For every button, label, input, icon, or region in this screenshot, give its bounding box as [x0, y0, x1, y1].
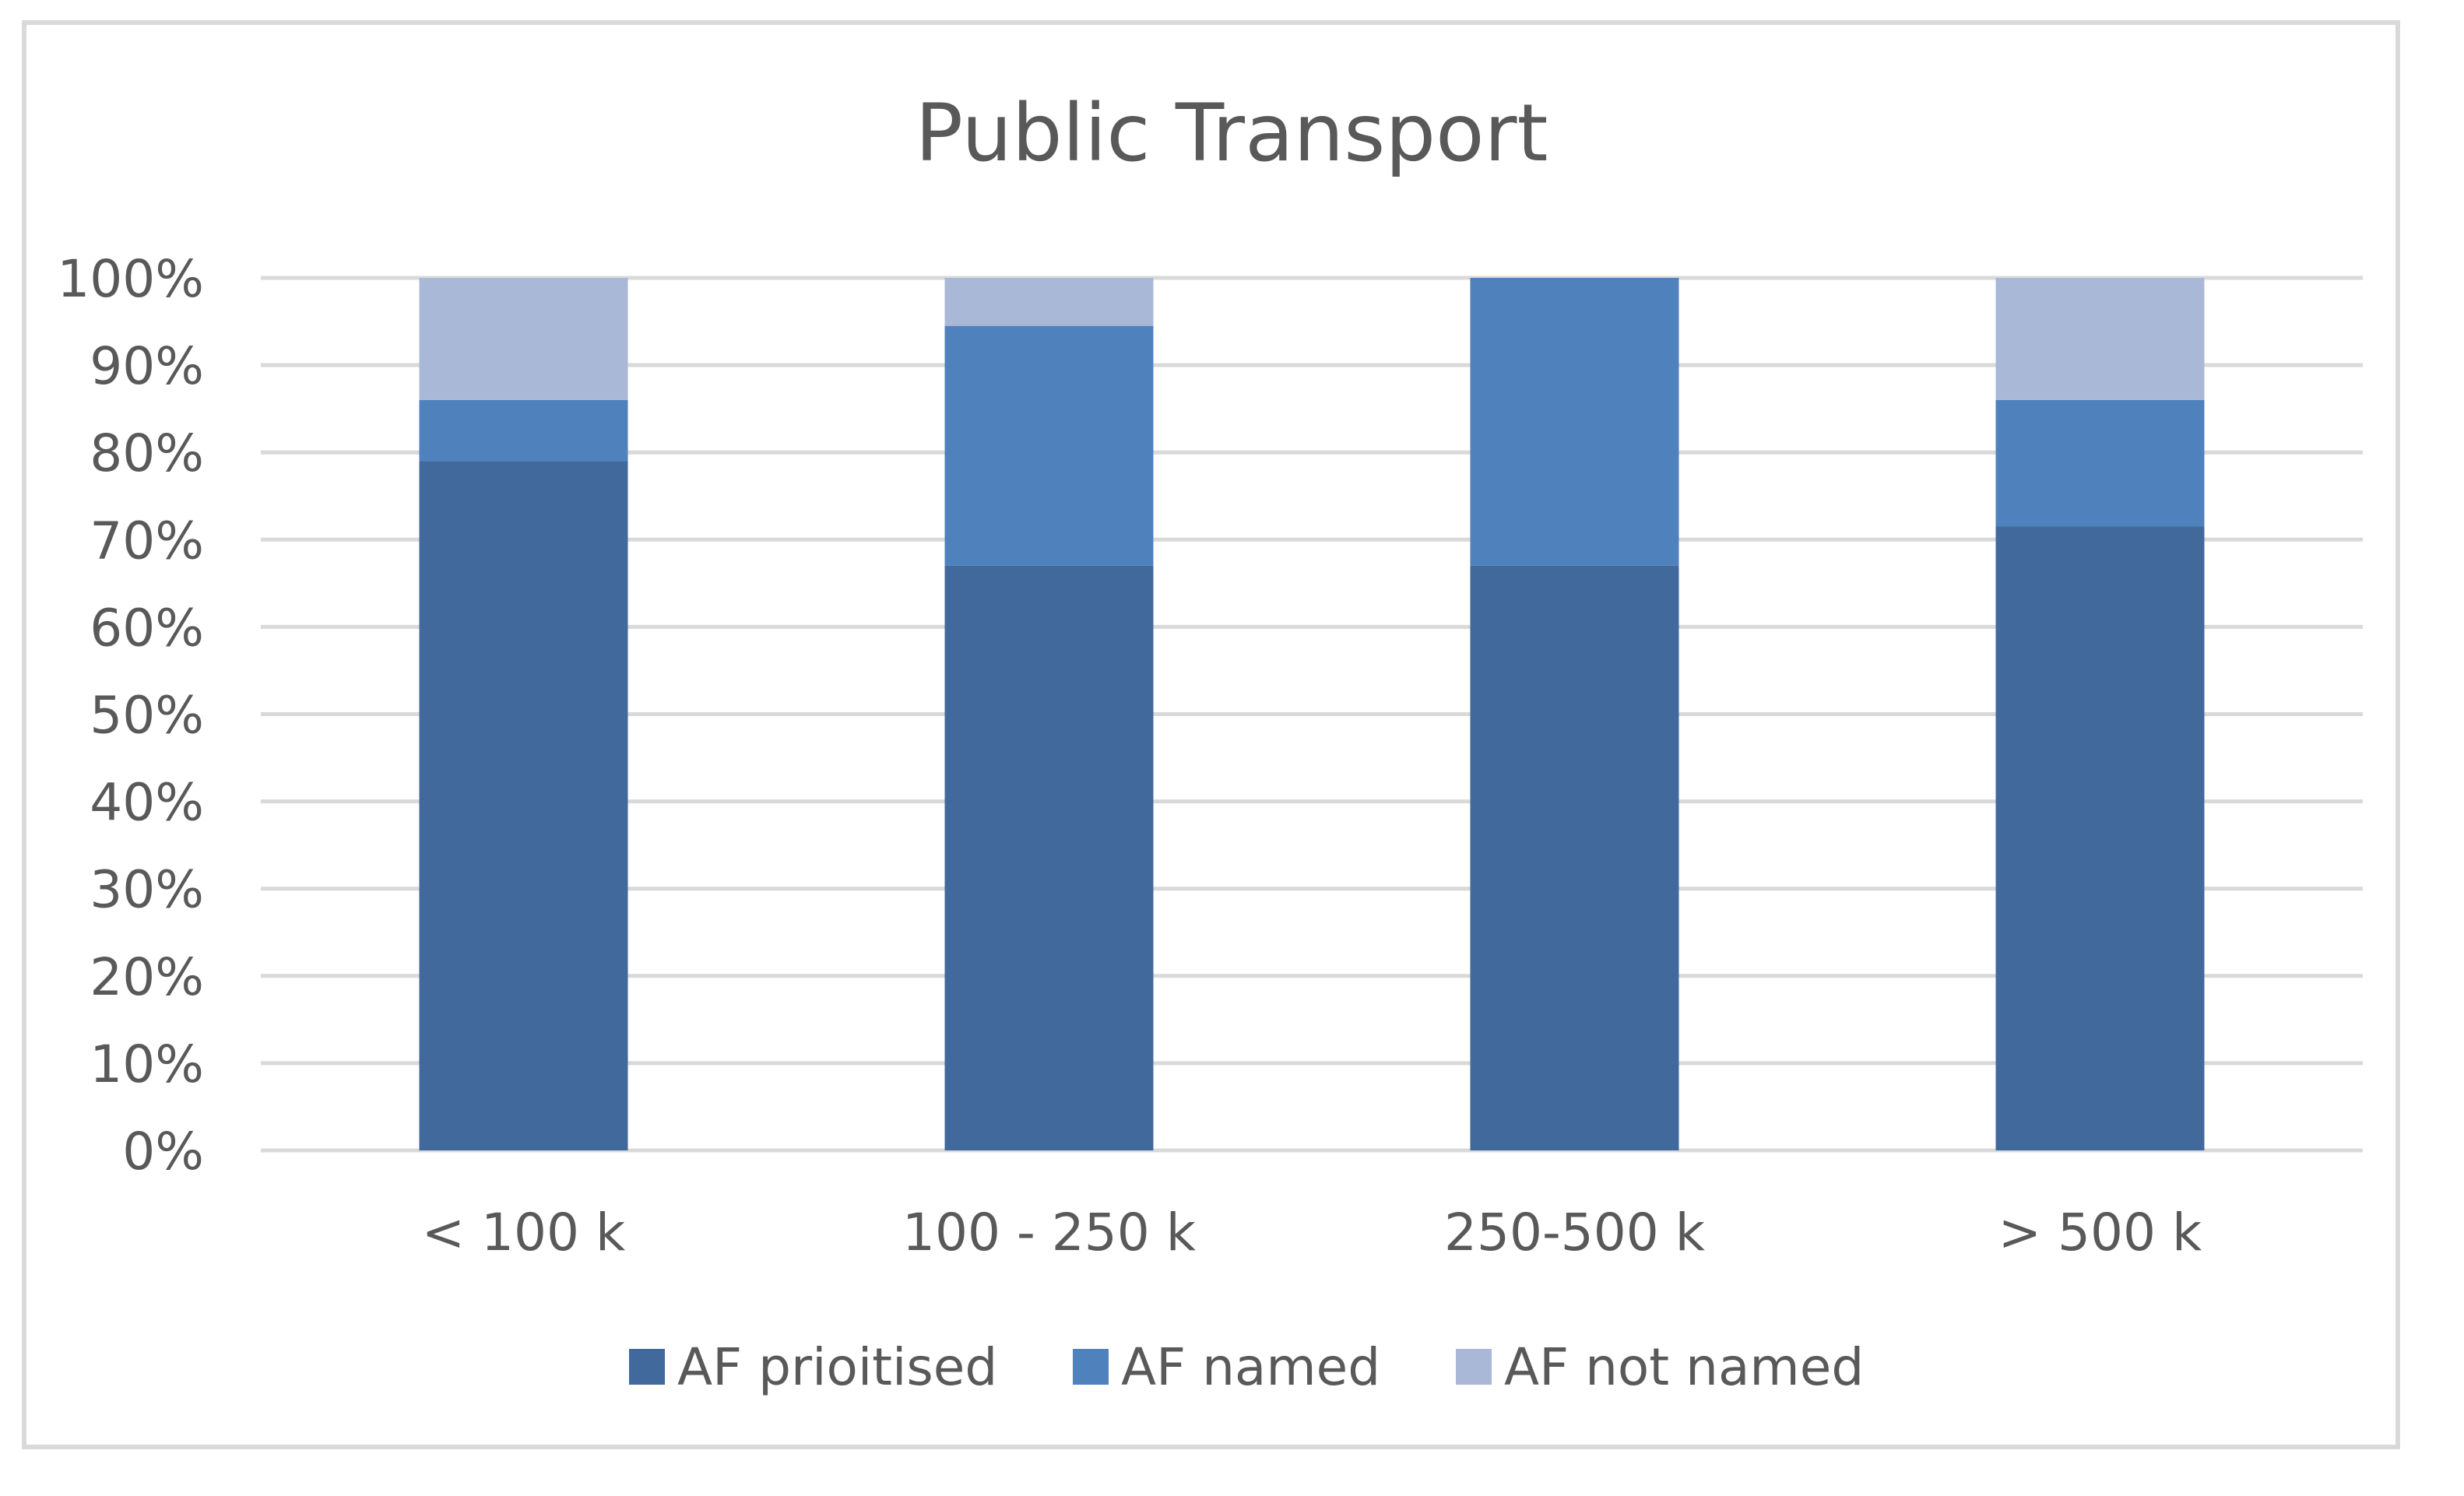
- bar-segment: [1995, 526, 2205, 1150]
- x-category-label: 250-500 k: [1444, 1203, 1706, 1262]
- y-tick-label: 90%: [90, 336, 204, 396]
- bars: [419, 278, 2205, 1150]
- y-tick-label: 40%: [90, 773, 204, 833]
- x-category-label: 100 - 250 k: [902, 1203, 1197, 1262]
- legend-label: AF prioitised: [677, 1337, 997, 1397]
- legend-label: AF named: [1121, 1337, 1380, 1397]
- y-tick-label: 0%: [122, 1122, 204, 1182]
- legend-label: AF not named: [1504, 1337, 1864, 1397]
- y-axis-ticks: 0% 10% 20% 30% 40% 50% 60% 70% 80% 90% 100%: [57, 249, 204, 1182]
- bar-segment: [419, 399, 628, 462]
- legend-swatch: [1073, 1349, 1109, 1385]
- bar-segment: [1995, 278, 2205, 400]
- bar-segment: [1470, 278, 1679, 566]
- bar-segment: [419, 278, 628, 400]
- y-tick-label: 100%: [57, 249, 204, 309]
- y-tick-label: 20%: [90, 947, 204, 1007]
- bar-segment: [944, 325, 1154, 566]
- x-category-label: < 100 k: [422, 1203, 626, 1262]
- x-category-label: > 500 k: [1998, 1203, 2202, 1262]
- y-tick-label: 80%: [90, 423, 204, 483]
- y-tick-label: 70%: [90, 511, 204, 571]
- bar-segment: [1470, 565, 1679, 1150]
- bar-segment: [944, 565, 1154, 1150]
- bar-segment: [944, 278, 1154, 326]
- y-tick-label: 60%: [90, 598, 204, 658]
- bar-segment: [1995, 399, 2205, 527]
- y-tick-label: 50%: [90, 686, 204, 746]
- x-axis-categories: < 100 k 100 - 250 k 250-500 k > 500 k: [422, 1203, 2202, 1262]
- legend-swatch: [1456, 1349, 1492, 1385]
- legend: AF prioitised AF named AF not named: [629, 1337, 1864, 1397]
- y-tick-label: 30%: [90, 860, 204, 920]
- legend-swatch: [629, 1349, 665, 1385]
- y-tick-label: 10%: [90, 1034, 204, 1094]
- chart-title: Public Transport: [916, 87, 1548, 180]
- bar-segment: [419, 461, 628, 1150]
